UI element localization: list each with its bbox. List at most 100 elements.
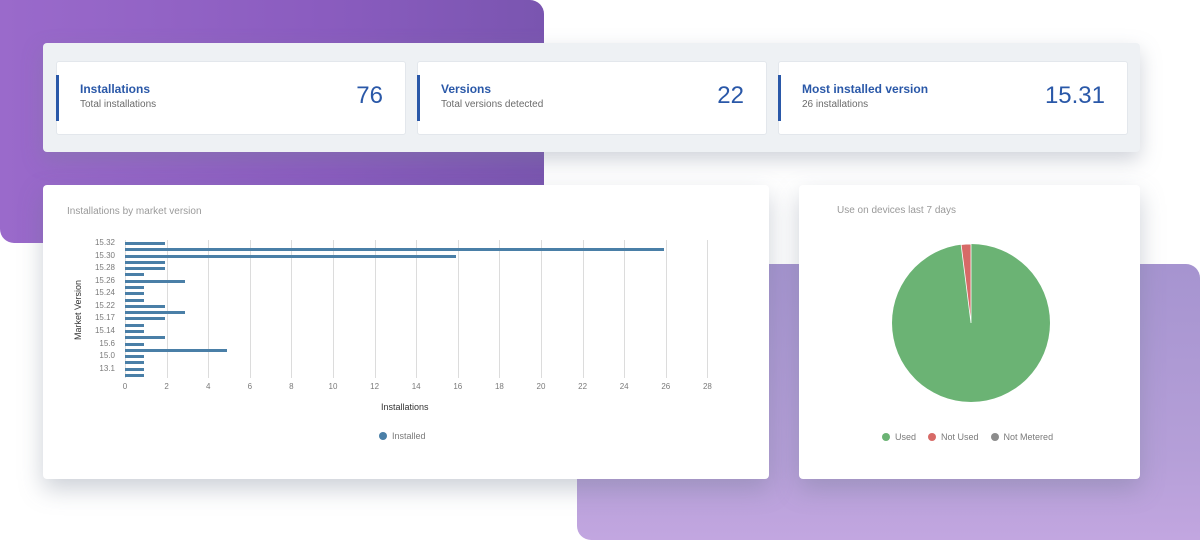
bar-15.26[interactable] [125,279,186,283]
bar-15.6[interactable] [125,342,144,346]
bar-15.14[interactable] [125,330,144,333]
bar-15.7[interactable] [125,336,165,340]
y-tick-label: 15.24 [94,288,115,298]
accent-bar [778,75,781,121]
gridline [582,240,584,378]
gridline [665,240,667,378]
legend-dot-icon [379,432,387,440]
legend-label: Used [895,432,917,442]
x-tick-label: 22 [578,382,588,391]
legend-item-not-metered[interactable]: Not Metered [990,432,1053,442]
x-tick-label: 8 [289,382,294,391]
stat-title: Installations [80,82,151,96]
stat-value: 22 [717,82,744,109]
gridline [166,240,168,378]
stat-subtitle: Total versions detected [441,99,544,110]
bar-15.29[interactable] [125,260,165,264]
gridline [457,240,459,378]
y-tick-label: 15.0 [99,351,115,361]
stat-card-most-installed[interactable]: Most installed version 26 installations … [778,61,1128,135]
gridline [541,240,542,378]
gridline [624,240,626,378]
accent-bar [56,75,59,121]
stat-card-installations[interactable]: Installations Total installations 76 [56,61,406,135]
pie-chart-card: Use on devices last 7 days Used Not Used… [799,185,1140,479]
stat-card-versions[interactable]: Versions Total versions detected 22 [417,61,767,135]
stat-value: 76 [356,82,383,109]
x-tick-label: 28 [702,382,712,391]
gridline [374,240,376,378]
bar-15.21[interactable] [125,311,186,315]
bar-chart-card: Installations by market version 0 2 4 6 8 10 1… [43,185,769,479]
stat-subtitle: Total installations [80,99,157,110]
y-axis-label: Market Version [73,279,83,340]
bar-15.15[interactable] [125,323,144,327]
gridline [499,240,501,378]
y-tick-label: 15.22 [94,300,115,310]
accent-bar [417,75,420,121]
bar-15.24[interactable] [125,292,144,296]
bar-15.22[interactable] [125,304,165,308]
gridline [208,240,210,378]
bar-15.0[interactable] [125,355,144,359]
legend-dot-icon [928,433,937,441]
legend-dot-icon [882,433,890,441]
bar-14.x[interactable] [125,361,144,365]
stats-panel: Installations Total installations 76 Ver… [43,43,1140,152]
legend-item-used[interactable]: Used [882,432,916,442]
gridline [291,240,293,378]
x-tick-label: 16 [453,382,463,391]
stat-title: Versions [441,82,492,96]
y-tick-label: 15.14 [94,326,115,335]
bar-15.31[interactable] [125,248,664,252]
stat-value: 15.31 [1044,82,1105,109]
x-tick-label: 0 [122,382,128,391]
bar-15.32[interactable] [125,242,165,245]
bar-15.27[interactable] [125,273,144,277]
pie-chart[interactable] [891,243,1051,403]
pie-slice-not-used[interactable] [960,243,972,324]
x-axis-label: Installations [381,402,429,412]
y-tick-label: 15.32 [94,238,115,247]
stat-title: Most installed version [802,82,929,96]
x-tick-label: 20 [536,382,546,391]
bar-chart-title: Installations by market version [67,206,202,217]
bar-15.25[interactable] [125,286,144,289]
bar-13.1[interactable] [125,367,144,371]
bar-15.28[interactable] [125,267,165,271]
gridline [416,240,418,378]
legend-dot-icon [990,433,999,441]
pie-chart-legend: Used Not Used Not Metered [882,432,1065,442]
gridline [707,240,709,378]
bar-15.23[interactable] [125,298,144,302]
x-tick-label: 4 [205,382,211,391]
bar-13.0[interactable] [125,374,144,377]
x-tick-label: 12 [370,382,380,391]
gridline [249,240,251,378]
bar-15.5[interactable] [125,348,227,352]
gridline [125,240,126,378]
x-tick-label: 24 [619,382,629,391]
y-tick-label: 15.26 [94,275,115,285]
bar-15.30[interactable] [125,254,456,258]
stat-subtitle: 26 installations [802,99,869,110]
bar-chart-plot: 0 2 4 6 8 10 12 14 16 18 20 22 24 26 28 15.32 15.30 15.28… [43,185,769,479]
x-tick-label: 14 [411,382,421,391]
gridline [333,240,334,378]
y-tick-label: 15.6 [99,338,115,348]
x-tick-label: 18 [494,382,504,391]
legend-label-installed: Installed [392,431,426,441]
x-tick-label: 26 [661,382,671,391]
x-tick-label: 6 [247,382,253,391]
bar-15.17[interactable] [125,317,165,321]
x-tick-label: 2 [164,382,169,391]
bar-chart-legend[interactable]: Installed [379,431,426,441]
legend-item-not-used[interactable]: Not Used [928,432,979,442]
y-tick-label: 15.17 [94,313,115,323]
legend-label: Not Used [941,432,979,442]
y-tick-label: 13.1 [99,363,115,373]
y-tick-label: 15.28 [94,263,115,273]
pie-chart-title: Use on devices last 7 days [837,205,956,216]
y-tick-label: 15.30 [94,250,115,260]
